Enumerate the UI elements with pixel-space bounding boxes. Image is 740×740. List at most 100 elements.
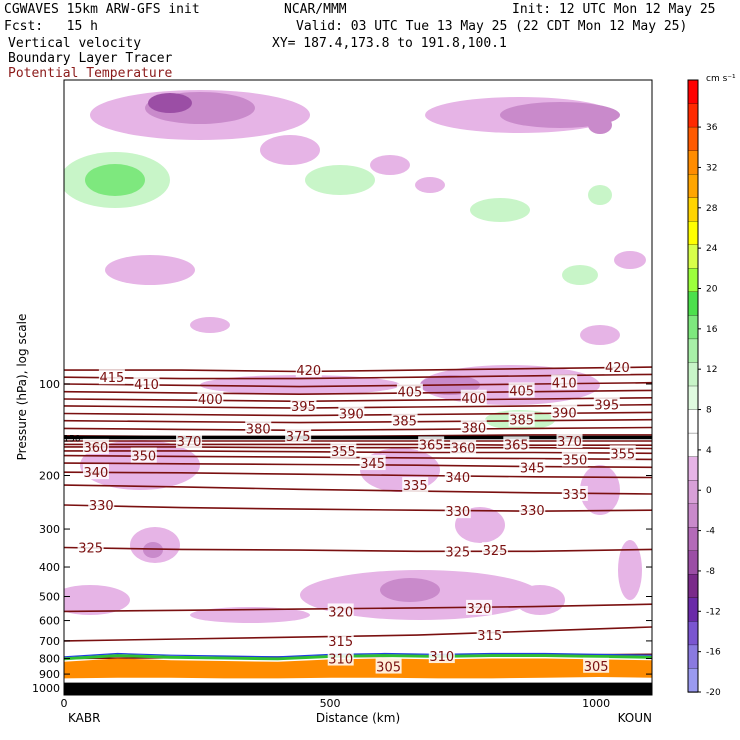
theta-label-bg: [609, 445, 636, 461]
theta-label-bg: [295, 362, 322, 378]
w-shading: [380, 578, 440, 602]
theta-label: 330: [520, 504, 545, 519]
theta-label-bg: [82, 438, 109, 454]
theta-label-bg: [503, 436, 530, 452]
theta-label: 305: [376, 661, 401, 676]
theta-label-bg: [327, 632, 354, 648]
colorbar-label: -16: [706, 648, 721, 658]
theta-label-bg: [551, 374, 578, 390]
theta-label-bg: [460, 419, 487, 435]
colorbar-swatch: [687, 527, 699, 552]
y-tick-label: 300: [39, 523, 60, 536]
theta-contour-405: [64, 389, 652, 396]
field-vertical-velocity: Vertical velocity: [8, 36, 142, 51]
theta-label-bg: [133, 376, 160, 391]
theta-contour-400: [64, 397, 652, 403]
w-shading: [64, 585, 130, 615]
theta-label: 410: [552, 377, 577, 392]
theta-label: 350: [131, 450, 156, 465]
theta-label-bg: [77, 539, 104, 555]
org-label: NCAR/MMM: [284, 2, 347, 17]
theta-label: 405: [509, 384, 534, 399]
w-shading: [190, 317, 230, 333]
theta-label-bg: [482, 542, 509, 558]
w-shading: [260, 135, 320, 165]
colorbar-swatch: [687, 174, 699, 199]
theta-label: 340: [84, 466, 109, 481]
colorbar-swatch: [687, 126, 699, 152]
theta-label: 360: [451, 442, 476, 457]
theta-contour-360: [64, 446, 652, 450]
colorbar-swatch: [687, 480, 699, 505]
theta-label: 390: [339, 407, 364, 422]
model-title: CGWAVES 15km ARW-GFS init: [4, 2, 200, 17]
colorbar-label: -4: [706, 527, 715, 537]
theta-label: 330: [89, 499, 114, 514]
y-tick-label: 700: [39, 635, 60, 648]
colorbar-swatch: [687, 291, 699, 317]
w-shading: [200, 375, 400, 395]
theta-contour-330: [64, 504, 652, 513]
w-shading: [85, 164, 145, 196]
colorbar-label: 24: [706, 244, 718, 254]
theta-label-bg: [460, 389, 487, 405]
theta-label: 305: [584, 660, 609, 675]
colorbar-swatch: [687, 621, 699, 646]
y-tick-label: 1000: [32, 682, 60, 695]
theta-contour-325: [64, 546, 652, 553]
theta-label: 345: [360, 457, 385, 472]
theta-label: 395: [291, 400, 316, 415]
theta-label-bg: [359, 455, 386, 471]
theta-label-bg: [285, 427, 312, 443]
y-tick-label: 500: [39, 590, 60, 603]
theta-label: 380: [246, 422, 271, 437]
theta-label: 365: [419, 438, 444, 453]
w-shading: [614, 251, 646, 269]
theta-label: 315: [328, 635, 353, 650]
colorbar-label: 32: [706, 163, 717, 173]
theta-label: 310: [429, 650, 454, 665]
theta-label-bg: [418, 436, 445, 452]
w-shading: [515, 585, 565, 615]
theta-label-bg: [130, 447, 157, 463]
colorbar-swatch: [687, 150, 699, 175]
colorbar-label: 36: [706, 123, 718, 133]
theta-label: 395: [594, 399, 619, 414]
theta-contour-345: [64, 462, 652, 469]
theta-label-bg: [604, 359, 631, 375]
theta-label: 390: [552, 406, 577, 421]
colorbar-label: -12: [706, 607, 721, 617]
plot-area: 415 410 400 395 390 385 380 375 370 365 360 355 350 3…: [64, 90, 652, 695]
theta-label: 415: [99, 371, 124, 386]
y-axis-label: Pressure (hPa), log scale: [15, 314, 29, 461]
theta-label: 335: [562, 488, 587, 503]
w-shading: [618, 540, 642, 600]
colorbar-swatch: [687, 79, 699, 105]
theta-label-bg: [245, 420, 272, 436]
colorbar-label: 12: [706, 365, 717, 375]
theta-label: 380: [461, 421, 486, 436]
theta-label: 355: [331, 445, 356, 460]
cross-section-endpoints: XY= 187.4,173.8 to 191.8,100.1: [272, 36, 507, 51]
colorbar-label: 0: [706, 486, 712, 496]
colorbar-swatch: [687, 315, 699, 340]
theta-label-bg: [561, 485, 588, 501]
theta-contour-335: [64, 484, 652, 495]
colorbar-swatch: [687, 668, 699, 693]
colorbar-label: 20: [706, 284, 718, 294]
colorbar-swatch: [687, 103, 699, 128]
theta-label-bg: [519, 502, 546, 518]
theta-label-bg: [391, 412, 418, 428]
theta-label-bg: [327, 603, 354, 619]
y-tick-label: 800: [39, 653, 60, 666]
theta-label: 420: [605, 361, 630, 376]
field-potential-temperature: Potential Temperature: [8, 66, 173, 81]
colorbar-swatch: [687, 597, 699, 623]
theta-label-bg: [561, 451, 588, 467]
theta-contour-315: [64, 626, 652, 642]
theta-label: 325: [445, 545, 470, 560]
theta-contour-320: [64, 603, 652, 613]
field-boundary-layer-tracer: Boundary Layer Tracer: [8, 51, 173, 66]
theta-label: 325: [483, 544, 508, 559]
colorbar-swatch: [687, 574, 699, 599]
